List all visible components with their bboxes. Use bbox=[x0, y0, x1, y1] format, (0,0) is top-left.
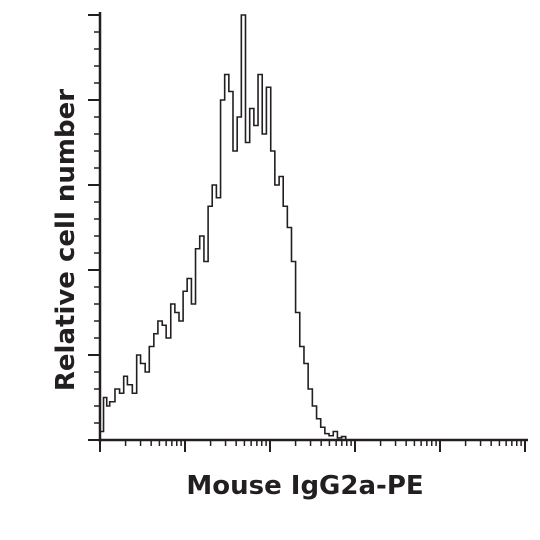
x-axis-title: Mouse IgG2a-PE bbox=[186, 471, 423, 501]
y-axis-title: Relative cell number bbox=[51, 89, 81, 391]
histogram-series-line bbox=[99, 14, 350, 441]
x-axis-ticks bbox=[99, 440, 526, 452]
y-axis-ticks bbox=[88, 14, 100, 441]
